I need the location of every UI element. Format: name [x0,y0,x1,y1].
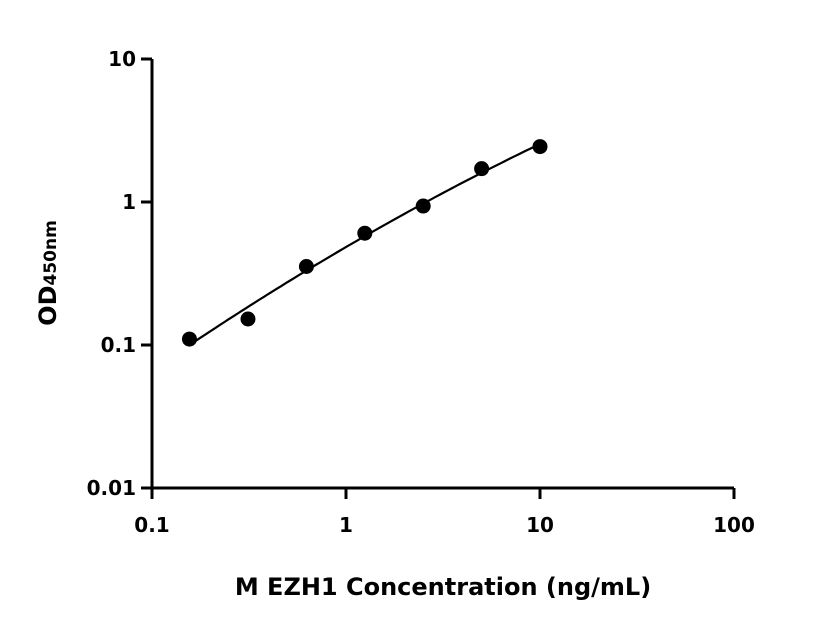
axes: 0.1 1 10 100 0.01 0.1 1 10 [87,47,755,537]
data-point [240,311,256,327]
x-tick-label: 10 [526,513,554,537]
data-point [298,258,314,274]
y-axis-title: OD450nm [34,220,62,326]
y-axis-title-main: OD [34,285,62,325]
y-tick-label: 0.1 [101,333,136,357]
x-tick-label: 100 [713,513,755,537]
y-tick-label: 10 [108,47,136,71]
x-tick-label: 0.1 [134,513,169,537]
data-points [181,139,548,347]
data-point [474,161,490,177]
x-tick-label: 1 [339,513,353,537]
x-axis-title: M EZH1 Concentration (ng/mL) [235,573,651,601]
data-point [532,139,548,155]
data-point [357,225,373,241]
y-tick-label: 0.01 [87,476,136,500]
y-axis-title-subscript: 450nm [41,220,61,285]
y-tick-label: 1 [122,190,136,214]
data-point [415,198,431,214]
data-point [181,331,197,347]
